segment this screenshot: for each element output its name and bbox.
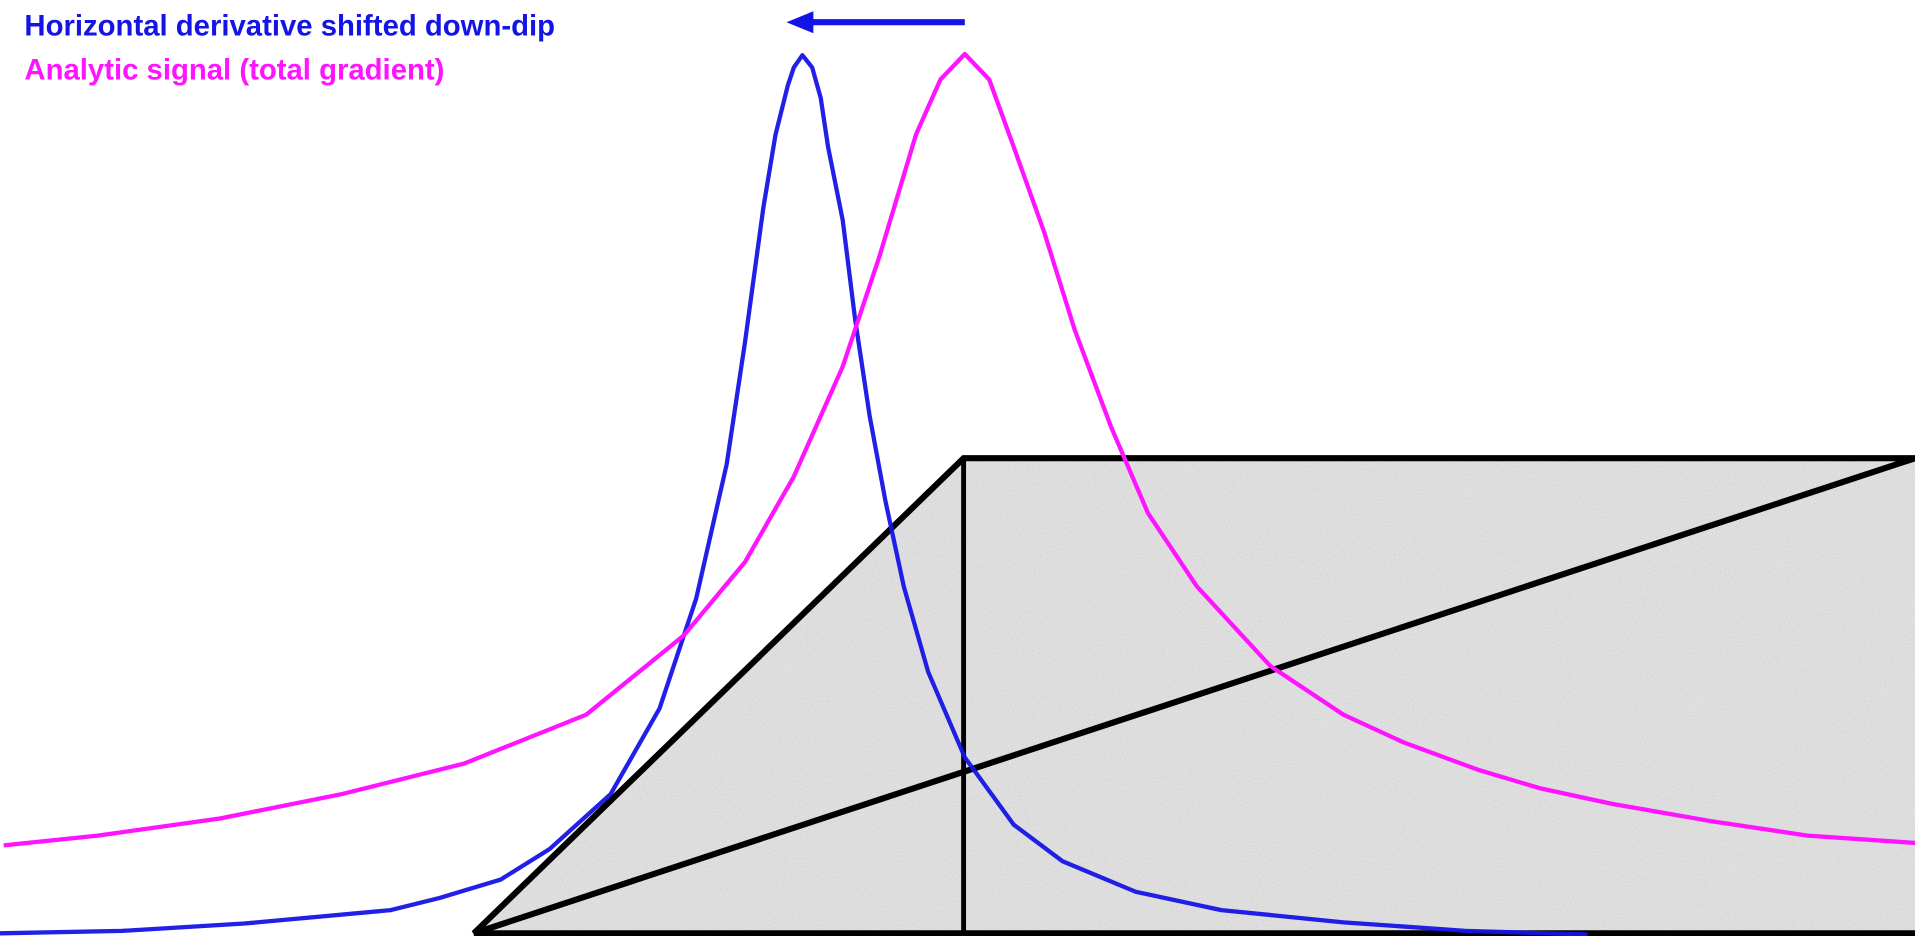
legend-label: Horizontal derivative shifted down-dip bbox=[24, 10, 555, 43]
horizontal-derivative-curve bbox=[0, 53, 1588, 936]
body-outline bbox=[471, 455, 1915, 936]
legend-label: Analytic signal (total gradient) bbox=[24, 54, 444, 87]
shift-arrow-head bbox=[786, 11, 814, 34]
analytic-signal-curve bbox=[3, 51, 1915, 848]
